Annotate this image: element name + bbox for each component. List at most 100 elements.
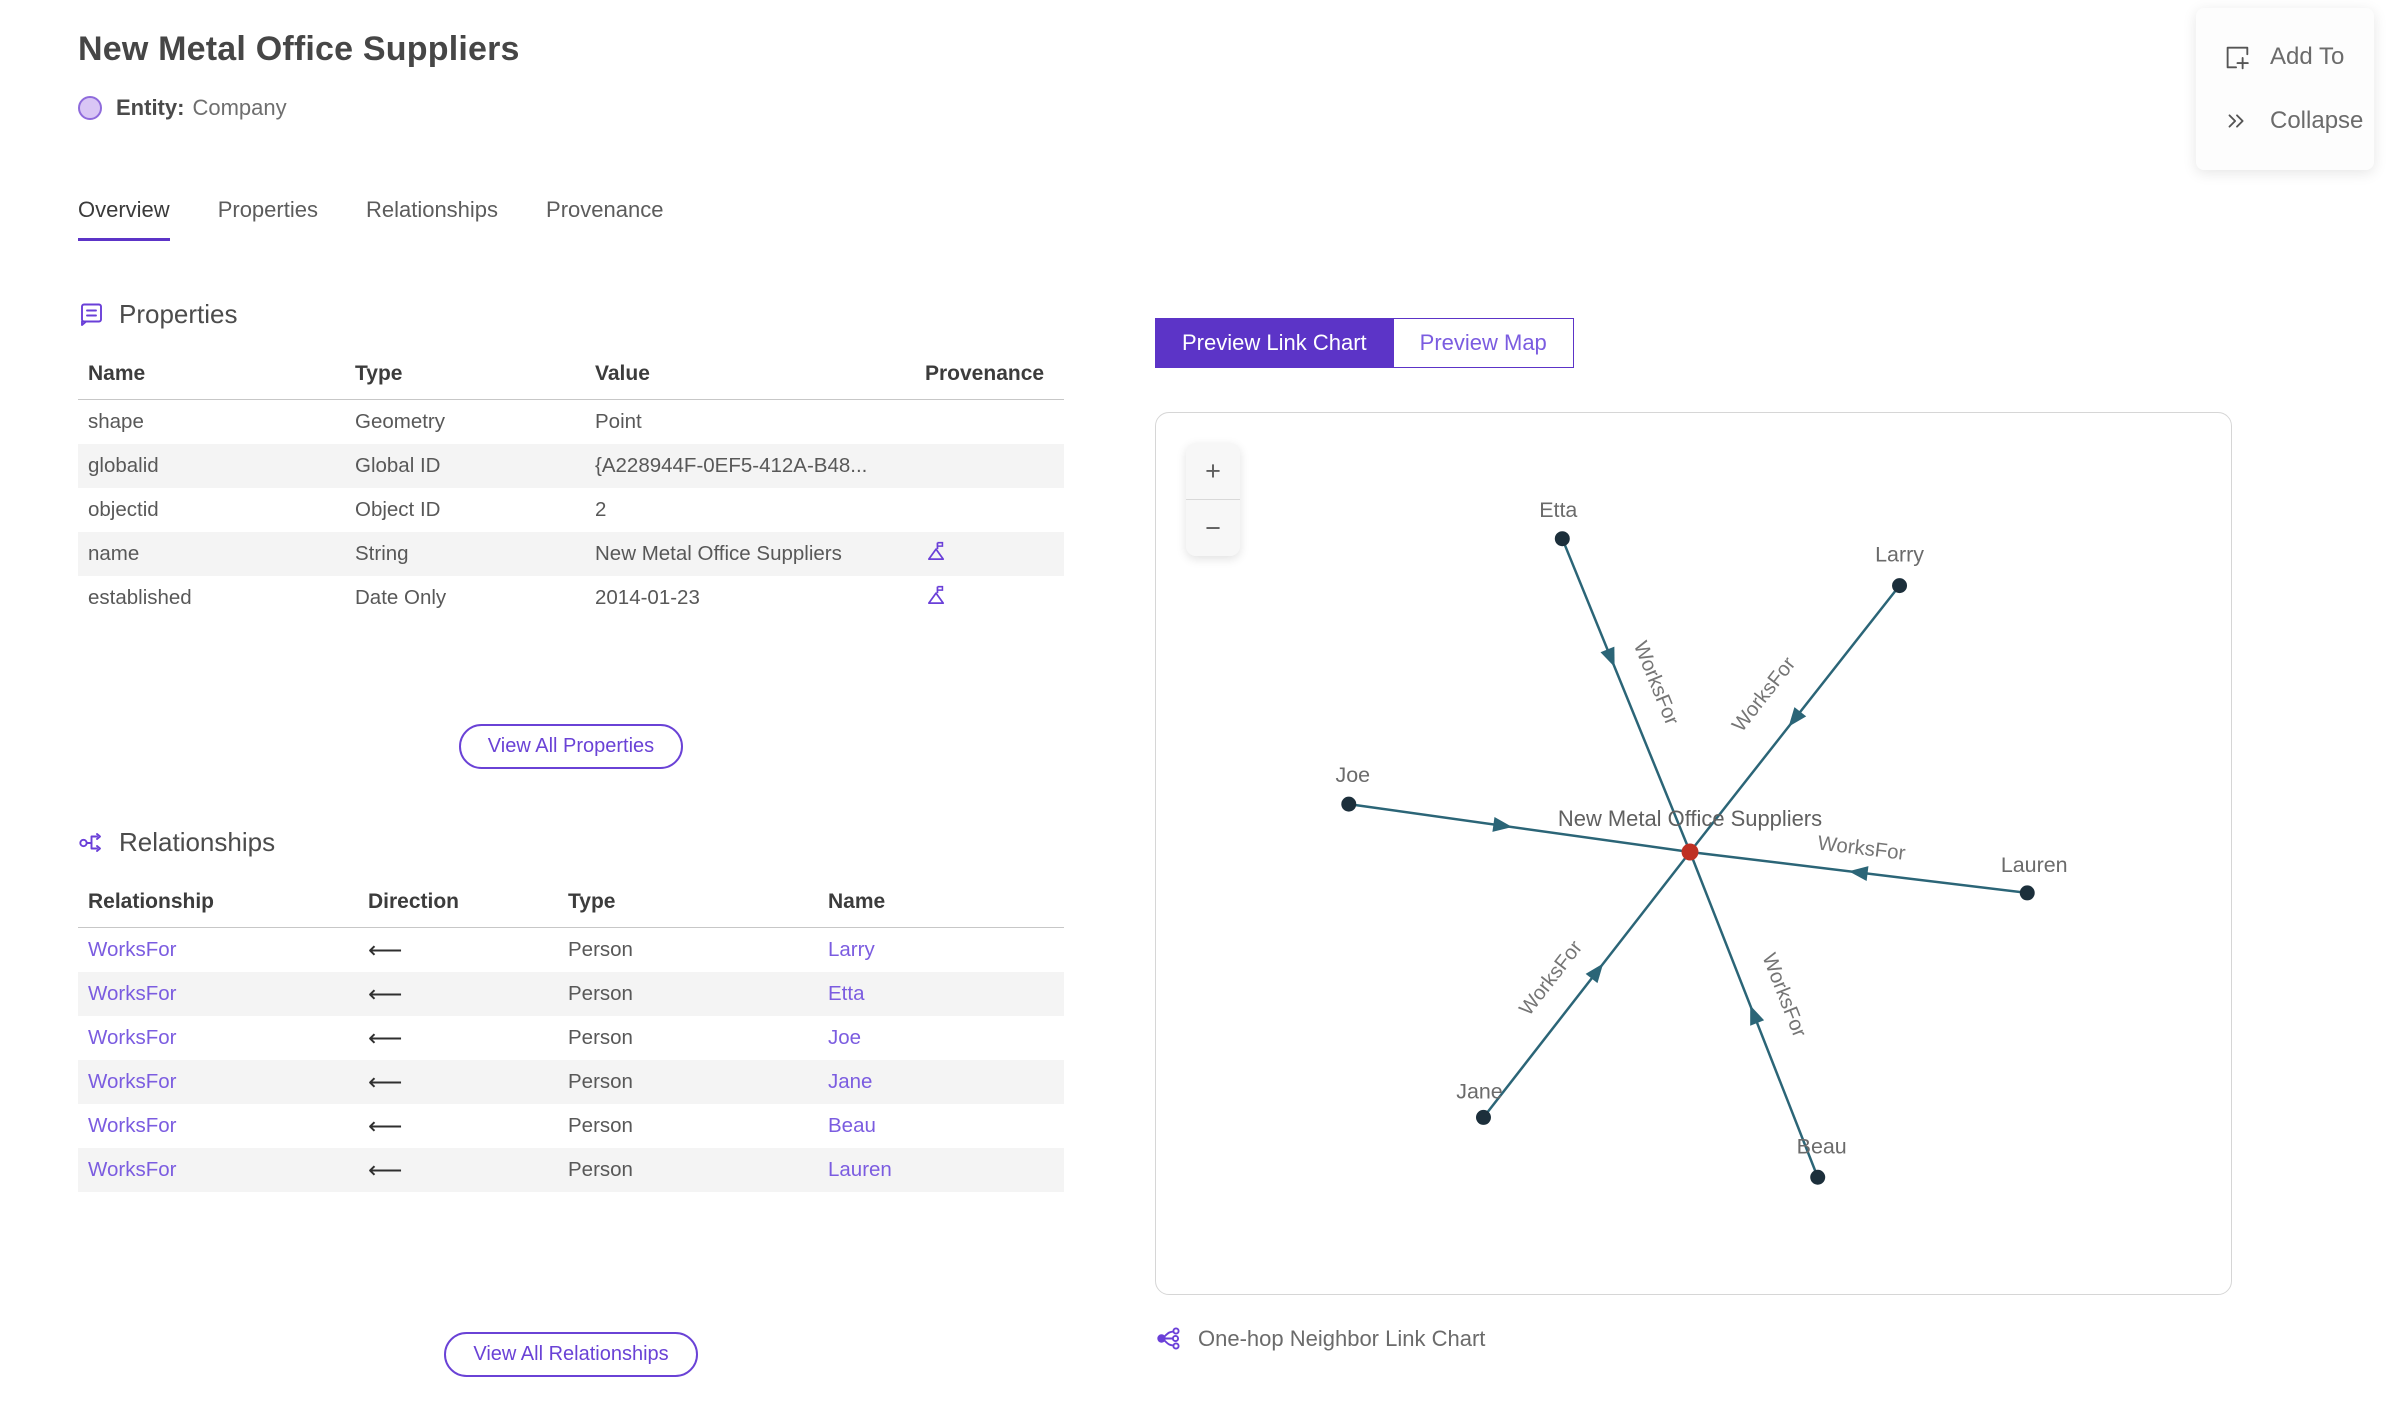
properties-table-body: shape Geometry Point globalid Global ID {A228… bbox=[78, 400, 1064, 620]
zoom-in-button[interactable]: + bbox=[1186, 443, 1240, 499]
entity-label: Entity: bbox=[116, 95, 185, 120]
view-all-properties-button[interactable]: View All Properties bbox=[458, 724, 684, 769]
property-type: String bbox=[355, 542, 409, 565]
property-row: name String New Metal Office Suppliers bbox=[78, 532, 1064, 576]
property-name: shape bbox=[88, 410, 144, 433]
relationship-direction: ⟵ bbox=[368, 936, 403, 964]
properties-table-header: Name Type Value Provenance bbox=[78, 362, 1064, 400]
column-header: Direction bbox=[368, 890, 460, 913]
relationship-type-link[interactable]: WorksFor bbox=[88, 1070, 177, 1093]
relationship-entity-type: Person bbox=[568, 938, 633, 961]
graph-node-Beau[interactable] bbox=[1810, 1169, 1826, 1185]
entity-type-dot-icon bbox=[78, 96, 102, 120]
relationship-type-link[interactable]: WorksFor bbox=[88, 1158, 177, 1181]
graph-node-Lauren[interactable] bbox=[2019, 885, 2035, 901]
relationships-table-header: Relationship Direction Type Name bbox=[78, 890, 1064, 928]
page-title: New Metal Office Suppliers bbox=[78, 30, 520, 68]
graph-edge-arrow-icon bbox=[1750, 1005, 1765, 1026]
relationship-entity-type: Person bbox=[568, 1114, 633, 1137]
preview-link-chart-button[interactable]: Preview Link Chart bbox=[1155, 318, 1394, 368]
properties-icon bbox=[81, 303, 102, 326]
collapse-chevrons-icon bbox=[2228, 114, 2244, 128]
zoom-out-button[interactable]: − bbox=[1186, 500, 1240, 556]
tab-properties[interactable]: Properties bbox=[217, 197, 318, 222]
add-to-icon bbox=[2226, 46, 2249, 70]
tab-overview[interactable]: Overview bbox=[78, 197, 170, 241]
graph-node-label: Beau bbox=[1797, 1134, 1847, 1158]
zoom-control: + − bbox=[1186, 443, 1240, 556]
view-all-relationships-button[interactable]: View All Relationships bbox=[444, 1332, 698, 1377]
graph-node-Larry[interactable] bbox=[1892, 578, 1908, 594]
relationships-section-header: Relationships bbox=[78, 827, 1064, 858]
relationships-section-title: Relationships bbox=[119, 827, 276, 857]
column-header: Type bbox=[568, 890, 616, 913]
relationship-type-link[interactable]: WorksFor bbox=[88, 1026, 177, 1049]
graph-edge-Joe[interactable] bbox=[1348, 802, 1691, 854]
graph-edge-arrow-icon bbox=[1848, 866, 1869, 881]
relationship-entity-name-link[interactable]: Larry bbox=[828, 938, 875, 961]
tab-provenance[interactable]: Provenance bbox=[546, 197, 664, 222]
relationship-entity-name-link[interactable]: Jane bbox=[828, 1070, 873, 1093]
property-provenance bbox=[915, 540, 1064, 569]
relationship-entity-type: Person bbox=[568, 1158, 633, 1181]
actions-card: Add To Collapse bbox=[2196, 8, 2374, 170]
graph-edge-Etta[interactable] bbox=[1561, 538, 1692, 853]
collapse-button[interactable]: Collapse bbox=[2222, 106, 2374, 136]
graph-edge-label: WorksFor bbox=[1757, 950, 1811, 1041]
property-value: 2 bbox=[595, 498, 607, 521]
graph-node-label: Jane bbox=[1456, 1079, 1503, 1103]
property-value: Point bbox=[595, 410, 642, 433]
graph-node-Jane[interactable] bbox=[1475, 1109, 1491, 1125]
entity-type-row: Entity: Company bbox=[78, 95, 1064, 121]
entity-value: Company bbox=[192, 95, 287, 120]
chart-caption: One-hop Neighbor Link Chart bbox=[1198, 1325, 1486, 1351]
link-chart-svg: WorksFor WorksFor WorksFor WorksFor WorksFor… bbox=[1335, 498, 2068, 1185]
property-value: {A228944F-0EF5-412A-B48... bbox=[595, 454, 868, 477]
relationship-type-link[interactable]: WorksFor bbox=[88, 982, 177, 1005]
relationship-entity-name-link[interactable]: Beau bbox=[828, 1114, 876, 1137]
property-row: globalid Global ID {A228944F-0EF5-412A-B48… bbox=[78, 444, 1064, 488]
graph-edge-arrow-icon bbox=[1585, 963, 1604, 984]
relationship-entity-name-link[interactable]: Etta bbox=[828, 982, 865, 1005]
property-type: Global ID bbox=[355, 454, 441, 477]
column-header: Relationship bbox=[88, 890, 215, 913]
graph-node-Etta[interactable] bbox=[1554, 531, 1570, 547]
properties-table: Name Type Value Provenance shape Geometry… bbox=[78, 362, 1064, 620]
one-hop-link-chart-icon bbox=[1157, 1327, 1180, 1350]
graph-node-Joe[interactable] bbox=[1341, 796, 1357, 812]
column-header: Provenance bbox=[925, 362, 1045, 385]
property-name: objectid bbox=[88, 498, 159, 521]
tab-bar: Overview Properties Relationships Proven… bbox=[78, 197, 1064, 241]
relationship-row: WorksFor ⟵ Person Beau bbox=[78, 1104, 1064, 1148]
graph-edge-arrow-icon bbox=[1788, 707, 1807, 727]
graph-center-node[interactable] bbox=[1681, 843, 1699, 861]
relationships-table: Relationship Direction Type Name WorksFo… bbox=[78, 890, 1064, 1192]
relationship-type-link[interactable]: WorksFor bbox=[88, 938, 177, 961]
relationship-direction: ⟵ bbox=[368, 1156, 403, 1184]
tab-relationships[interactable]: Relationships bbox=[365, 197, 499, 222]
entity-detail-pane: New Metal Office Suppliers Entity: Compa… bbox=[78, 30, 1064, 1377]
provenance-flag-icon[interactable] bbox=[925, 584, 948, 607]
preview-map-button[interactable]: Preview Map bbox=[1393, 318, 1574, 368]
properties-section-header: Properties bbox=[78, 299, 1064, 330]
relationship-entity-name-link[interactable]: Lauren bbox=[828, 1158, 892, 1181]
property-value: New Metal Office Suppliers bbox=[595, 542, 842, 565]
relationship-row: WorksFor ⟵ Person Jane bbox=[78, 1060, 1064, 1104]
relationship-direction: ⟵ bbox=[368, 1024, 403, 1052]
property-provenance bbox=[915, 584, 1064, 613]
link-chart-panel: WorksFor WorksFor WorksFor WorksFor WorksFor… bbox=[1155, 412, 2232, 1295]
property-row: shape Geometry Point bbox=[78, 400, 1064, 444]
graph-node-label: Etta bbox=[1539, 498, 1577, 522]
relationship-entity-name-link[interactable]: Joe bbox=[828, 1026, 862, 1049]
property-type: Object ID bbox=[355, 498, 441, 521]
add-to-button[interactable]: Add To bbox=[2222, 42, 2374, 72]
relationship-type-link[interactable]: WorksFor bbox=[88, 1114, 177, 1137]
add-to-label: Add To bbox=[2270, 43, 2345, 70]
zoom-divider bbox=[1186, 499, 1240, 500]
relationship-direction: ⟵ bbox=[368, 1112, 403, 1140]
relationship-entity-type: Person bbox=[568, 1070, 633, 1093]
provenance-flag-icon[interactable] bbox=[925, 540, 948, 563]
property-value: 2014-01-23 bbox=[595, 586, 700, 609]
relationship-direction: ⟵ bbox=[368, 1068, 403, 1096]
graph-edge-Jane[interactable] bbox=[1482, 851, 1691, 1119]
